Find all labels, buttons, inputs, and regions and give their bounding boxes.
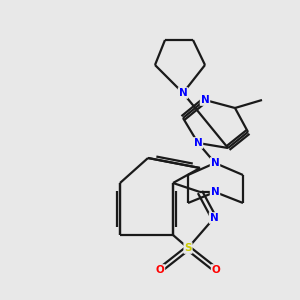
Text: N: N (178, 88, 188, 98)
Text: N: N (211, 158, 219, 168)
Text: S: S (184, 243, 192, 253)
Text: N: N (201, 95, 209, 105)
Text: N: N (210, 213, 218, 223)
Text: O: O (212, 265, 220, 275)
Text: N: N (211, 187, 219, 197)
Text: N: N (194, 138, 202, 148)
Text: O: O (156, 265, 164, 275)
